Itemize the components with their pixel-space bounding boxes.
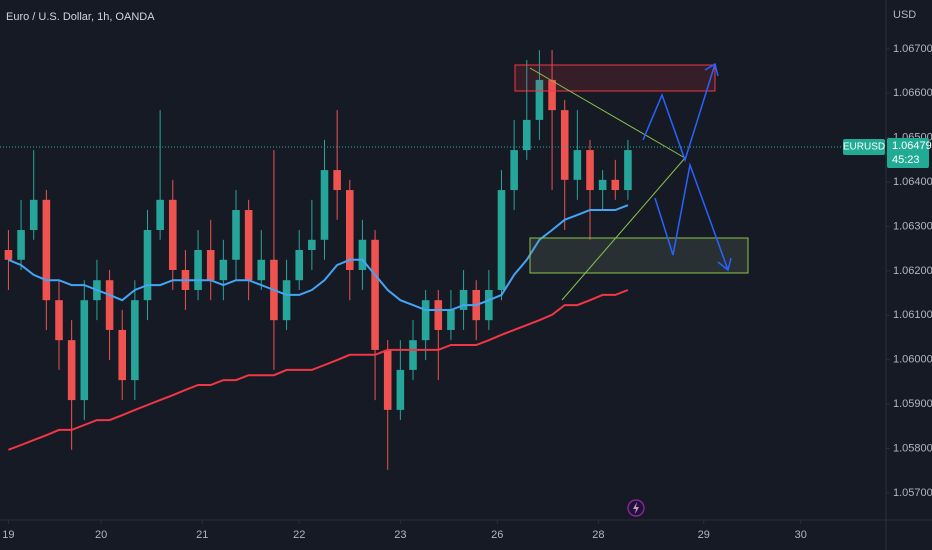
candle-body (156, 199, 164, 231)
y-tick-label: 1.06400 (893, 176, 932, 188)
candle-body (459, 289, 468, 310)
moving-average (8, 204, 629, 311)
candle-body (586, 150, 594, 191)
candle-body (67, 340, 76, 401)
candle-body (497, 190, 506, 290)
candle-body (257, 259, 266, 281)
event-icon-bolt (633, 502, 639, 514)
symbol-label: EURUSD (843, 142, 885, 153)
candle-body (624, 150, 632, 191)
price-value: 1.06479 (892, 140, 932, 152)
candle-body (383, 349, 392, 410)
candle-body (42, 199, 51, 301)
triangle-line (529, 67, 686, 159)
candle-body (55, 300, 63, 341)
candle-body (320, 170, 329, 240)
arrow-head (704, 62, 719, 77)
candle-body (396, 369, 405, 410)
x-tick-label: 23 (394, 529, 406, 541)
candle-body (333, 170, 341, 191)
y-tick-label: 1.05800 (893, 442, 932, 454)
x-tick-label: 21 (196, 529, 208, 541)
y-tick-label: 1.06300 (893, 220, 932, 232)
countdown: 45:23 (892, 154, 920, 166)
candle-body (17, 230, 25, 260)
y-tick-label: 1.05700 (893, 487, 932, 499)
candle-body (371, 239, 379, 350)
arrow-head (717, 257, 732, 272)
x-tick-label: 28 (592, 529, 604, 541)
y-tick-label: 1.06600 (893, 87, 932, 99)
candle-body (447, 309, 455, 330)
plot-area (4, 50, 632, 470)
candle-body (219, 259, 228, 281)
resistance-zone (514, 64, 716, 92)
candle-body (168, 199, 177, 270)
candle-body (611, 179, 620, 191)
candle-body (80, 300, 89, 401)
y-tick-label: 1.06700 (893, 43, 932, 55)
candle-body (345, 190, 354, 270)
candle-body (535, 79, 544, 120)
symbol-badge (843, 138, 885, 155)
candle-body (4, 250, 13, 260)
x-tick-label: 26 (491, 529, 503, 541)
candle-body (232, 210, 240, 260)
currency-label: USD (893, 9, 916, 21)
candle-body (573, 150, 582, 180)
candle-body (522, 119, 531, 151)
y-tick-label: 1.06200 (893, 265, 932, 277)
y-tick-label: 1.06000 (893, 354, 932, 366)
candle-body (105, 280, 114, 330)
x-tick-label: 30 (795, 529, 807, 541)
candle-body (409, 340, 417, 370)
candle-body (434, 300, 443, 330)
y-tick-label: 1.06100 (893, 309, 932, 321)
candle-body (485, 289, 493, 321)
x-tick-label: 22 (293, 529, 305, 541)
candle-body (206, 250, 215, 281)
y-tick-label: 1.05900 (893, 398, 932, 410)
price-badge (887, 137, 929, 168)
candle-body (548, 79, 556, 111)
x-tick-label: 29 (698, 529, 710, 541)
x-tick-label: 19 (2, 529, 14, 541)
candle-body (244, 210, 253, 281)
candle-body (194, 250, 202, 290)
support-zone (529, 237, 749, 274)
candle-body (560, 110, 569, 180)
projection-arrow (642, 63, 716, 163)
candle-body (421, 300, 430, 341)
candle-body (510, 150, 518, 191)
projection-arrow (654, 162, 729, 271)
candle-body (131, 300, 139, 381)
candle-body (29, 199, 38, 231)
candle-body (282, 280, 291, 321)
moving-average (8, 289, 629, 451)
candle-body (143, 230, 152, 301)
candle-body (308, 239, 316, 251)
candle-body (295, 250, 304, 281)
chart-title: Euro / U.S. Dollar, 1h, OANDA (6, 11, 155, 23)
triangle-line (561, 157, 686, 301)
candle-body (598, 179, 607, 191)
drawings (514, 62, 749, 517)
candle-body (118, 329, 127, 381)
x-tick-label: 20 (95, 529, 107, 541)
candle-body (358, 239, 367, 270)
